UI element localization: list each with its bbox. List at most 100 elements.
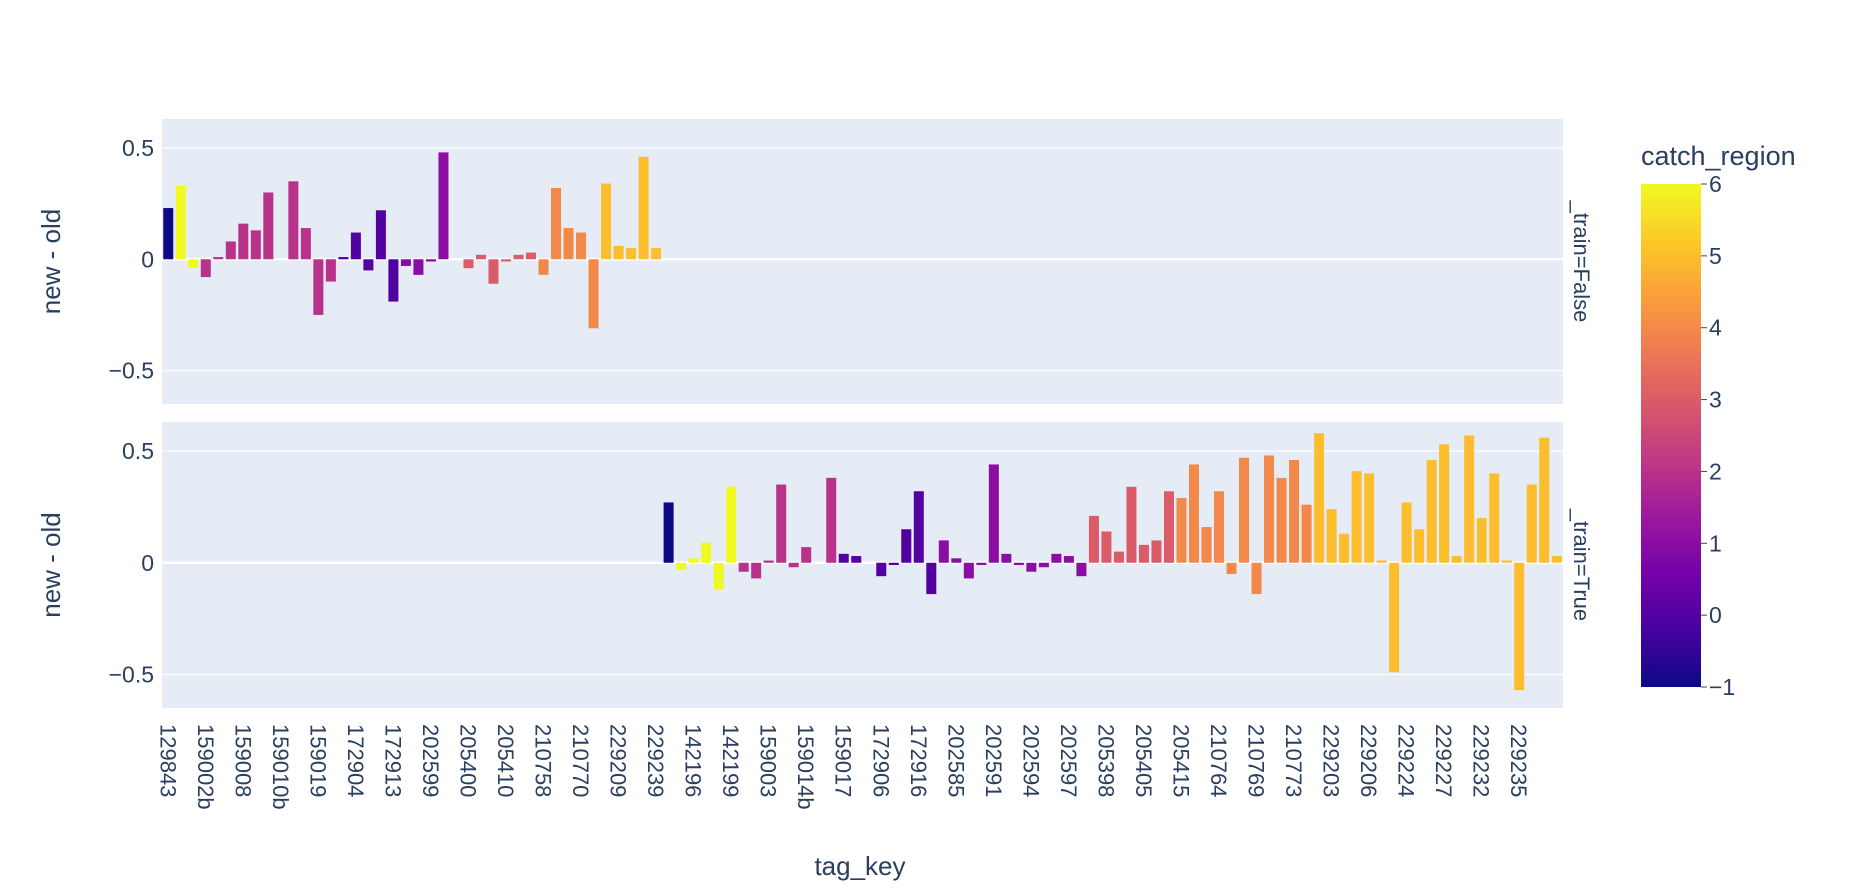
bar[interactable] xyxy=(413,259,424,275)
bar[interactable] xyxy=(701,542,712,563)
bar[interactable] xyxy=(1489,473,1500,563)
bar[interactable] xyxy=(1401,502,1412,563)
bar[interactable] xyxy=(738,562,749,572)
bar[interactable] xyxy=(613,245,624,260)
bar[interactable] xyxy=(463,259,474,269)
bar[interactable] xyxy=(1251,562,1262,595)
bar[interactable] xyxy=(826,477,837,563)
bar[interactable] xyxy=(1101,531,1112,563)
bar[interactable] xyxy=(1414,529,1425,563)
bar[interactable] xyxy=(1326,509,1337,563)
bar[interactable] xyxy=(1551,556,1562,563)
bar[interactable] xyxy=(526,252,537,260)
bar[interactable] xyxy=(563,228,574,260)
bar[interactable] xyxy=(1364,473,1375,563)
bar[interactable] xyxy=(1151,540,1162,563)
bar[interactable] xyxy=(913,491,924,563)
bar[interactable] xyxy=(576,232,587,260)
bar[interactable] xyxy=(1201,527,1212,563)
bar[interactable] xyxy=(1239,457,1250,563)
bar[interactable] xyxy=(513,254,524,260)
bar[interactable] xyxy=(876,562,887,577)
bar[interactable] xyxy=(951,558,962,563)
bar[interactable] xyxy=(1188,464,1199,563)
bar[interactable] xyxy=(788,562,799,568)
bar[interactable] xyxy=(1289,459,1300,563)
bar[interactable] xyxy=(475,254,486,260)
bar[interactable] xyxy=(1351,471,1362,563)
bar[interactable] xyxy=(188,259,199,269)
bar[interactable] xyxy=(688,558,699,563)
bar[interactable] xyxy=(500,259,511,262)
bar[interactable] xyxy=(213,257,224,260)
bar[interactable] xyxy=(263,192,274,260)
bar[interactable] xyxy=(651,248,662,260)
bar[interactable] xyxy=(1389,562,1400,673)
bar[interactable] xyxy=(776,484,787,563)
bar[interactable] xyxy=(1451,556,1462,563)
bar[interactable] xyxy=(425,259,436,262)
bar[interactable] xyxy=(976,562,987,565)
bar[interactable] xyxy=(601,183,612,260)
bar[interactable] xyxy=(1339,533,1350,563)
bar[interactable] xyxy=(888,562,899,565)
bar[interactable] xyxy=(1126,486,1137,563)
bar[interactable] xyxy=(1264,455,1275,563)
bar[interactable] xyxy=(851,556,862,563)
bar[interactable] xyxy=(1526,484,1537,563)
bar[interactable] xyxy=(1063,556,1074,563)
bar[interactable] xyxy=(1038,562,1049,568)
bar[interactable] xyxy=(1138,544,1149,563)
bar[interactable] xyxy=(1464,435,1475,563)
bar[interactable] xyxy=(1113,551,1124,563)
bar[interactable] xyxy=(1176,497,1187,563)
bar[interactable] xyxy=(175,185,186,260)
bar[interactable] xyxy=(1426,459,1437,563)
bar[interactable] xyxy=(763,560,774,563)
bar[interactable] xyxy=(751,562,762,579)
bar[interactable] xyxy=(801,547,812,563)
bar[interactable] xyxy=(588,259,599,329)
bar[interactable] xyxy=(388,259,399,302)
bar[interactable] xyxy=(1276,477,1287,563)
bar[interactable] xyxy=(1214,491,1225,563)
bar[interactable] xyxy=(1439,444,1450,563)
bar[interactable] xyxy=(288,181,299,260)
bar[interactable] xyxy=(200,259,211,278)
bar[interactable] xyxy=(1076,562,1087,577)
bar[interactable] xyxy=(538,259,549,275)
bar[interactable] xyxy=(726,486,737,563)
bar[interactable] xyxy=(1163,491,1174,563)
bar[interactable] xyxy=(438,152,449,260)
bar[interactable] xyxy=(313,259,324,315)
bar[interactable] xyxy=(938,540,949,563)
bar[interactable] xyxy=(1088,515,1099,563)
bar[interactable] xyxy=(488,259,499,284)
bar[interactable] xyxy=(1013,562,1024,565)
bar[interactable] xyxy=(400,259,411,266)
bar[interactable] xyxy=(1476,518,1487,563)
bar[interactable] xyxy=(1301,504,1312,563)
bar[interactable] xyxy=(375,210,386,260)
bar[interactable] xyxy=(363,259,374,271)
bar[interactable] xyxy=(300,228,311,260)
bar[interactable] xyxy=(238,223,249,260)
bar[interactable] xyxy=(1314,433,1325,563)
bar[interactable] xyxy=(325,259,336,282)
bar[interactable] xyxy=(676,562,687,570)
bar[interactable] xyxy=(663,502,674,563)
bar[interactable] xyxy=(638,156,649,260)
bar[interactable] xyxy=(1226,562,1237,574)
bar[interactable] xyxy=(1001,553,1012,563)
bar[interactable] xyxy=(1539,437,1550,563)
bar[interactable] xyxy=(338,257,349,260)
bar[interactable] xyxy=(551,188,562,260)
bar[interactable] xyxy=(713,562,724,590)
bar[interactable] xyxy=(1376,560,1387,563)
bar[interactable] xyxy=(963,562,974,579)
bar[interactable] xyxy=(250,230,261,260)
bar[interactable] xyxy=(1051,553,1062,563)
bar[interactable] xyxy=(988,464,999,563)
bar[interactable] xyxy=(926,562,937,595)
bar[interactable] xyxy=(163,208,174,260)
